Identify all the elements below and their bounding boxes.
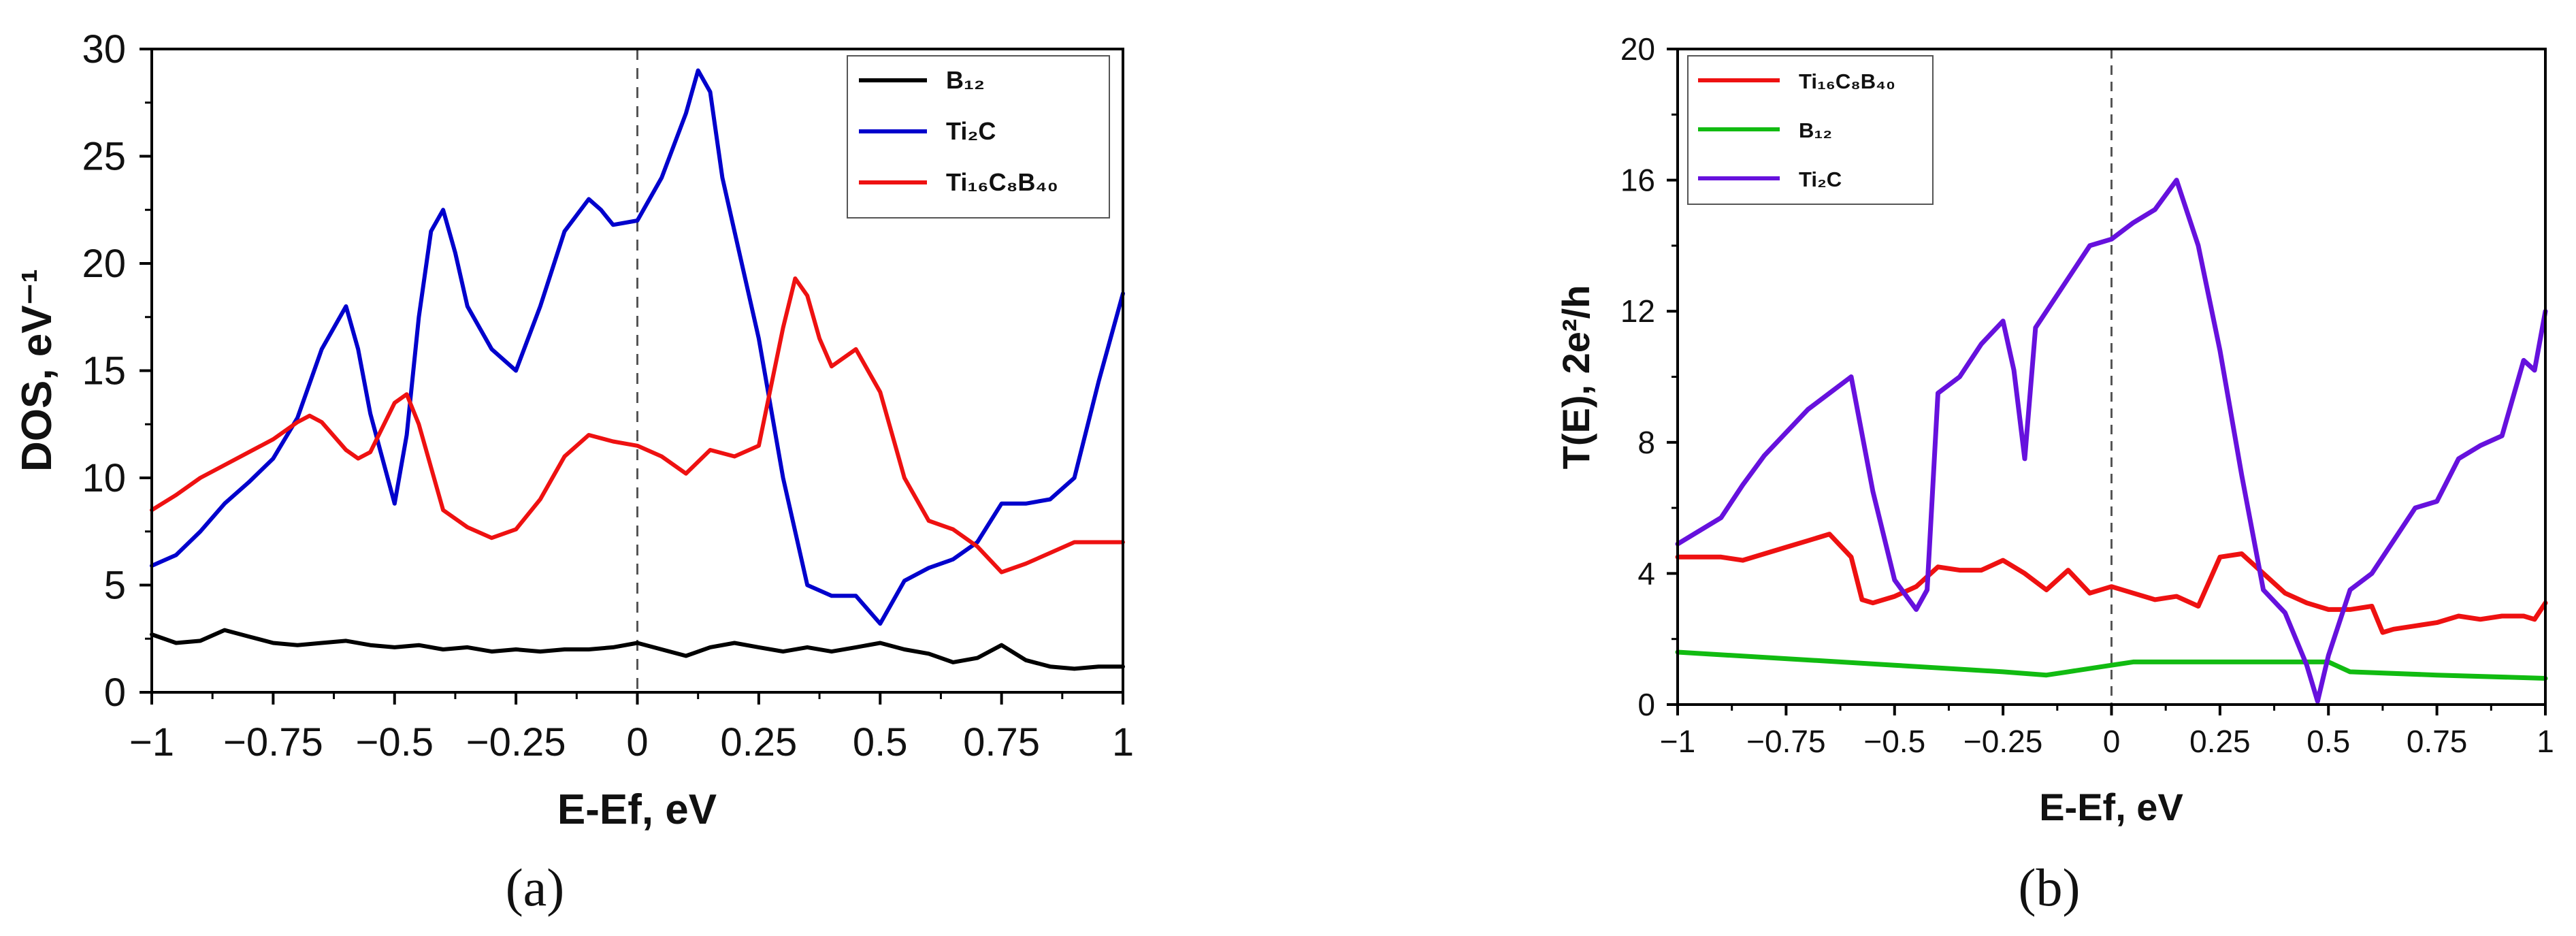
y-tick-label: 20 <box>82 242 126 286</box>
series-line-1 <box>150 628 1125 671</box>
x-tick-label: 1 <box>1112 720 1134 764</box>
x-tick-label: −0.75 <box>1746 724 1825 759</box>
x-axis-label: E-Ef, eV <box>557 786 717 833</box>
x-tick-label: 0.5 <box>2306 724 2350 759</box>
legend-label: Ti₁₆C₈B₄₀ <box>1799 69 1895 93</box>
y-tick-label: 10 <box>82 456 126 500</box>
x-tick-label: −0.5 <box>356 720 434 764</box>
y-tick-label: 25 <box>82 135 126 179</box>
y-tick-label: 0 <box>1637 687 1655 722</box>
legend-label: Ti₂C <box>946 117 996 145</box>
legend-label: B₁₂ <box>946 66 985 94</box>
panel-caption: (a) <box>506 858 565 917</box>
y-tick-label: 0 <box>104 671 126 715</box>
x-tick-label: 0.75 <box>2407 724 2468 759</box>
x-tick-label: 0.25 <box>720 720 797 764</box>
chart-panel-b: −1 −0.75 −0.5 −0.25 0 0.25 0.5 0.75 1 0 4 8 12 16 20 E… <box>1554 31 2554 917</box>
legend: Ti₁₆C₈B₄₀ B₁₂ Ti₂C <box>1687 55 1934 205</box>
x-tick-label: −0.25 <box>1963 724 2042 759</box>
y-axis-label: DOS, eV⁻¹ <box>14 269 61 472</box>
legend-label: B₁₂ <box>1799 118 1832 142</box>
y-tick-label: 8 <box>1637 425 1655 460</box>
x-tick-label: 0.5 <box>853 720 908 764</box>
x-tick-label: 1 <box>2537 724 2554 759</box>
x-tick-label: −0.75 <box>223 720 323 764</box>
series-line-3 <box>1675 178 2548 704</box>
legend-label: Ti₁₆C₈B₄₀ <box>946 168 1058 196</box>
legend-label: Ti₂C <box>1799 167 1842 191</box>
series-line-2 <box>1675 649 2548 681</box>
x-tick-label: −0.5 <box>1863 724 1925 759</box>
y-tick-label: 30 <box>82 27 126 71</box>
panel-caption: (b) <box>2019 858 2081 917</box>
series-line-3 <box>150 276 1125 575</box>
y-tick-label: 5 <box>104 564 126 608</box>
x-tick-label: −0.25 <box>466 720 566 764</box>
chart-panel-a: −1 −0.75 −0.5 −0.25 0 0.25 0.5 0.75 105101520253… <box>14 27 1134 917</box>
x-tick-label: −1 <box>129 720 174 764</box>
y-tick-label: 4 <box>1637 555 1655 591</box>
y-axis-label: T(E), 2e²/h <box>1554 285 1597 470</box>
y-tick-label: 15 <box>82 349 126 393</box>
x-tick-label: 0 <box>626 720 648 764</box>
x-axis-label: E-Ef, eV <box>2039 786 2183 828</box>
series-line-1 <box>1675 532 2548 635</box>
y-tick-label: 12 <box>1620 293 1655 329</box>
legend: B₁₂ Ti₂C Ti₁₆C₈B₄₀ <box>847 55 1110 219</box>
x-tick-label: 0.25 <box>2189 724 2251 759</box>
y-tick-label: 16 <box>1620 163 1655 198</box>
y-tick-label: 20 <box>1620 31 1655 67</box>
series-line-2 <box>150 68 1125 626</box>
x-tick-label: 0 <box>2103 724 2121 759</box>
x-tick-label: −1 <box>1660 724 1695 759</box>
x-tick-label: 0.75 <box>963 720 1040 764</box>
